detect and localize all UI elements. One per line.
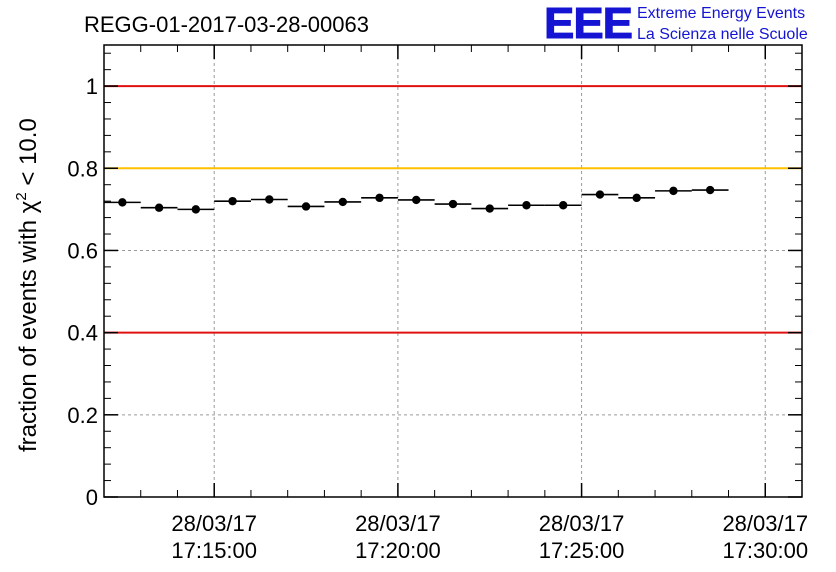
x-tick-label-time: 17:25:00 <box>539 538 625 563</box>
data-point <box>154 203 164 212</box>
plot-frame <box>103 44 803 498</box>
data-point <box>191 205 201 214</box>
x-tick-label-date: 28/03/17 <box>355 511 441 536</box>
y-axis-label-suffix: < 10.0 <box>15 118 42 192</box>
data-point <box>375 193 384 203</box>
y-tick-label: 0.8 <box>67 156 98 181</box>
data-point <box>485 204 494 213</box>
data-point <box>705 185 715 195</box>
data-point <box>559 201 568 210</box>
y-axis-ticks: 0 0.2 0.4 0.6 0.8 1 <box>67 52 802 510</box>
x-tick-label-date: 28/03/17 <box>171 511 257 536</box>
x-tick-label-date: 28/03/17 <box>722 511 808 536</box>
x-tick-label-time: 17:30:00 <box>722 538 808 563</box>
chart-title: REGG-01-2017-03-28-00063 <box>84 12 369 37</box>
data-point <box>669 186 678 196</box>
data-point <box>228 196 237 206</box>
grid <box>104 45 802 497</box>
eee-logo: EEE Extreme Energy Events La Scienza nel… <box>544 0 808 49</box>
y-tick-label: 0 <box>86 485 98 510</box>
x-axis-ticks: 28/03/1717:15:0028/03/1717:20:0028/03/17… <box>103 45 808 563</box>
x-tick-label-date: 28/03/17 <box>539 511 625 536</box>
logo-line-1: Extreme Energy Events <box>637 5 805 22</box>
data-point <box>265 195 274 204</box>
data-point <box>595 190 605 199</box>
y-tick-label: 0.4 <box>67 321 98 346</box>
y-axis-label-superscript: 2 <box>13 192 30 200</box>
x-tick-label-time: 17:20:00 <box>355 538 441 563</box>
logo-mark: EEE <box>544 0 632 48</box>
data-point <box>118 198 127 207</box>
y-axis-label: fraction of events with χ2 < 10.0 <box>13 118 42 452</box>
y-tick-label: 0.2 <box>67 403 98 428</box>
y-tick-label: 0.6 <box>67 238 98 263</box>
plot-border <box>103 44 803 498</box>
logo-line-2: La Scienza nelle Scuole <box>637 26 808 43</box>
x-tick-label-time: 17:15:00 <box>171 538 257 563</box>
data-point <box>301 202 311 211</box>
data-series <box>104 185 729 214</box>
data-point <box>448 199 458 209</box>
data-point <box>522 201 531 210</box>
y-axis-label-prefix: fraction of events with χ <box>15 200 42 452</box>
data-points <box>104 185 729 214</box>
y-tick-label: 1 <box>86 74 98 99</box>
reference-lines <box>104 85 802 334</box>
data-point <box>632 193 641 203</box>
data-point <box>412 195 421 205</box>
data-point <box>338 197 347 207</box>
